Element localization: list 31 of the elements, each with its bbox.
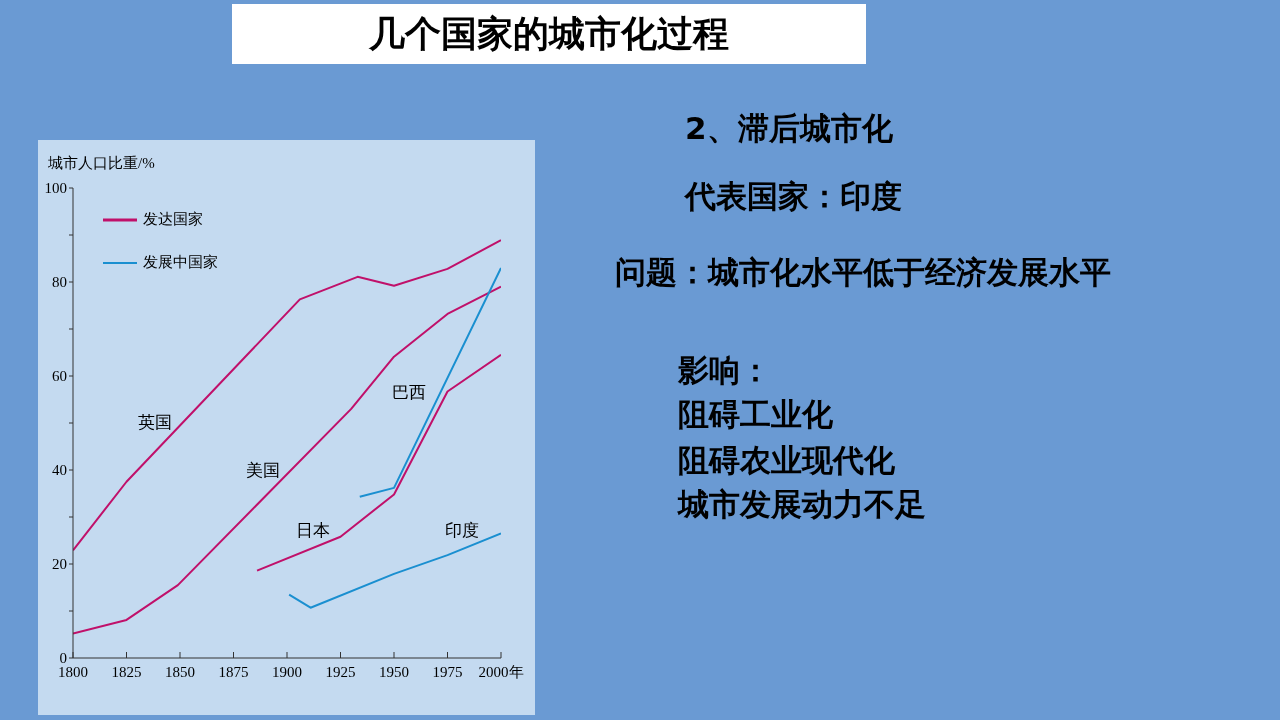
y-tick-label: 100 — [44, 180, 67, 197]
text: 阻碍农业现代化 — [678, 441, 895, 480]
x-tick-label: 1875 — [218, 663, 249, 680]
text: 2、滞后城市化 — [685, 109, 893, 148]
text: 问题：城市化水平低于经济发展水平 — [615, 253, 1111, 292]
chart-title: 几个国家的城市化过程 — [232, 4, 866, 64]
annotation: 印度 — [445, 519, 479, 542]
legend-label: 发展中国家 — [143, 253, 218, 272]
text: 城市发展动力不足 — [678, 485, 926, 524]
text: 代表国家：印度 — [685, 177, 902, 216]
line-series — [73, 285, 501, 635]
annotation: 日本 — [296, 519, 330, 542]
y-axis-title: 城市人口比重/% — [48, 154, 155, 173]
text: 阻碍工业化 — [678, 395, 833, 434]
text: 影响： — [678, 351, 771, 390]
line-series — [73, 239, 501, 552]
x-tick-label: 2000年 — [478, 663, 524, 680]
legend-label: 发达国家 — [143, 210, 203, 229]
y-tick-label: 20 — [52, 556, 67, 573]
annotation: 美国 — [246, 459, 280, 482]
x-tick-label: 1825 — [111, 663, 142, 680]
y-tick-label: 40 — [52, 462, 67, 479]
x-tick-label: 1850 — [165, 663, 195, 680]
annotation: 巴西 — [392, 381, 426, 404]
x-tick-label: 1900 — [272, 663, 302, 680]
y-tick-label: 80 — [52, 274, 67, 291]
x-tick-label: 1950 — [379, 663, 409, 680]
x-tick-label: 1925 — [325, 663, 356, 680]
y-tick-label: 60 — [52, 368, 67, 385]
annotation: 英国 — [138, 411, 172, 434]
x-tick-label: 1975 — [432, 663, 463, 680]
